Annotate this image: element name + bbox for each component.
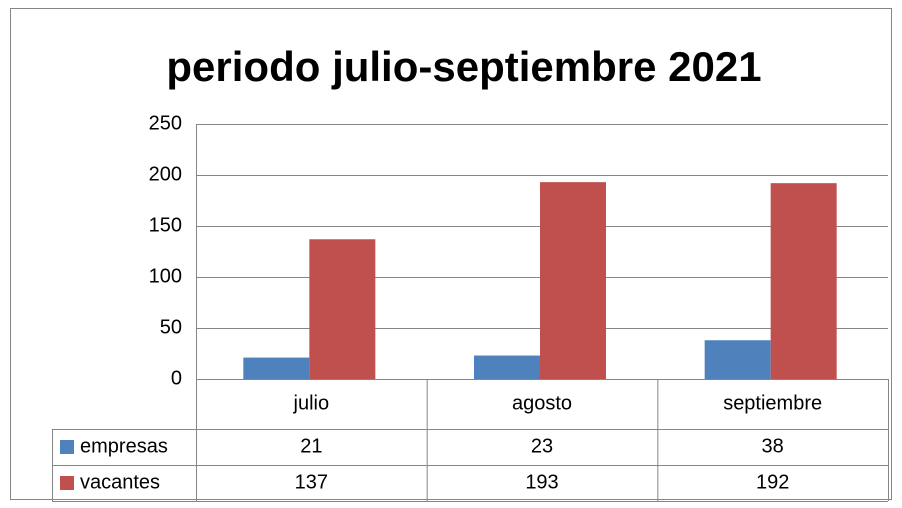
- table-value: 193: [525, 471, 558, 493]
- bar: [540, 182, 606, 379]
- y-tick-label: 200: [149, 163, 182, 185]
- bar: [770, 183, 837, 379]
- legend-swatch: [60, 440, 74, 454]
- table-value: 137: [295, 471, 328, 493]
- bar: [704, 340, 771, 379]
- y-tick-label: 150: [149, 214, 182, 236]
- chart-border: [10, 8, 892, 500]
- chart-title: periodo julio-septiembre 2021: [166, 43, 761, 90]
- x-tick-label: septiembre: [723, 392, 822, 414]
- table-value: 38: [762, 435, 784, 457]
- y-tick-label: 50: [160, 316, 182, 338]
- table-value: 21: [300, 435, 322, 457]
- table-value: 23: [531, 435, 553, 457]
- y-tick-label: 0: [171, 367, 182, 389]
- legend-label: empresas: [80, 435, 168, 457]
- x-tick-label: julio: [293, 392, 330, 414]
- table-value: 192: [756, 471, 789, 493]
- x-tick-label: agosto: [512, 392, 572, 414]
- bar: [309, 239, 376, 379]
- bar: [243, 357, 310, 379]
- y-tick-label: 100: [149, 265, 182, 287]
- legend-swatch: [60, 476, 74, 490]
- legend-label: vacantes: [80, 471, 160, 493]
- y-tick-label: 250: [149, 112, 182, 134]
- bar: [474, 355, 540, 379]
